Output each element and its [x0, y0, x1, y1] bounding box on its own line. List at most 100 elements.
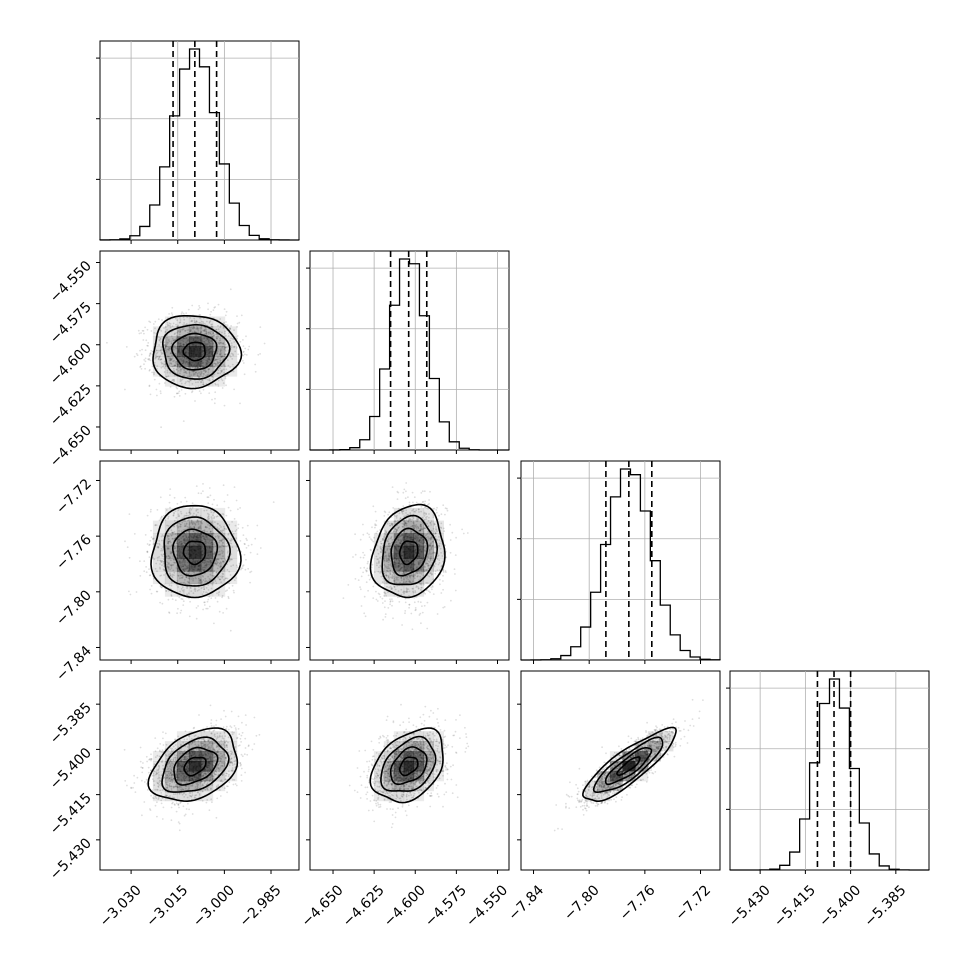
- sample-point: [221, 347, 223, 349]
- sample-point: [208, 378, 211, 380]
- sample-point: [392, 617, 394, 620]
- sample-point: [385, 570, 388, 572]
- sample-point: [177, 586, 180, 588]
- sample-point: [172, 763, 175, 766]
- sample-point: [181, 576, 184, 579]
- sample-point: [202, 483, 204, 485]
- sample-point: [440, 565, 443, 567]
- sample-point: [372, 505, 375, 508]
- sample-point: [230, 346, 233, 349]
- sample-point: [388, 555, 391, 557]
- sample-point: [217, 324, 219, 327]
- sample-point: [401, 624, 403, 626]
- sample-point: [432, 551, 435, 554]
- sample-point: [168, 322, 171, 325]
- sample-point: [415, 529, 418, 531]
- sample-point: [415, 526, 417, 529]
- sample-point: [387, 559, 390, 562]
- sample-point: [221, 572, 224, 575]
- sample-point: [413, 601, 416, 604]
- sample-point: [379, 545, 382, 548]
- sample-point: [191, 331, 194, 334]
- sample-point: [168, 355, 171, 358]
- density-cell: [152, 346, 166, 357]
- sample-point: [381, 581, 384, 584]
- sample-point: [209, 578, 212, 581]
- sample-point: [424, 506, 426, 509]
- sample-point: [179, 317, 181, 319]
- sample-point: [202, 575, 205, 578]
- sample-point: [228, 327, 231, 330]
- sample-point: [187, 308, 190, 311]
- sample-point: [205, 580, 208, 582]
- sample-point: [199, 515, 202, 517]
- sample-point: [386, 547, 389, 550]
- sample-point: [175, 533, 177, 535]
- sample-point: [126, 784, 128, 787]
- sample-point: [197, 521, 200, 523]
- sample-point: [198, 375, 201, 378]
- sample-point: [206, 320, 208, 323]
- sample-point: [182, 316, 185, 319]
- sample-point: [219, 357, 222, 360]
- sample-point: [203, 317, 205, 320]
- sample-point: [163, 341, 166, 344]
- sample-point: [400, 542, 402, 545]
- sample-point: [419, 562, 421, 564]
- sample-point: [170, 363, 173, 365]
- sample-point: [389, 601, 392, 603]
- sample-point: [217, 385, 220, 387]
- sample-point: [189, 317, 192, 319]
- sample-point: [181, 328, 184, 331]
- sample-point: [179, 378, 182, 381]
- sample-point: [189, 600, 192, 603]
- sample-point: [171, 532, 174, 534]
- sample-point: [174, 756, 177, 759]
- sample-point: [424, 535, 427, 537]
- sample-point: [177, 575, 180, 577]
- sample-point: [176, 325, 179, 328]
- density-cell: [393, 520, 405, 534]
- sample-point: [225, 528, 228, 531]
- sample-point: [440, 551, 442, 554]
- sample-point: [181, 311, 184, 313]
- sample-point: [383, 515, 386, 517]
- sample-point: [155, 349, 158, 352]
- sample-point: [170, 750, 173, 753]
- sample-point: [409, 581, 412, 583]
- sample-point: [433, 565, 436, 568]
- sample-point: [222, 513, 225, 516]
- sample-point: [214, 545, 217, 548]
- density-cell: [152, 356, 166, 367]
- sample-point: [156, 815, 158, 818]
- sample-point: [181, 586, 184, 589]
- sample-point: [171, 531, 174, 534]
- sample-point: [148, 384, 151, 387]
- sample-point: [169, 506, 171, 509]
- sample-point: [174, 510, 177, 513]
- sample-point: [204, 371, 207, 374]
- sample-point: [205, 509, 208, 512]
- sample-point: [178, 522, 181, 525]
- contour-level-1: [182, 341, 206, 362]
- sample-point: [222, 327, 225, 329]
- sample-point: [211, 375, 213, 378]
- sample-point: [389, 603, 391, 606]
- sample-point: [208, 517, 211, 520]
- sample-point: [161, 349, 164, 351]
- sample-point: [135, 352, 138, 355]
- sample-point: [194, 371, 197, 374]
- sample-point: [413, 496, 416, 499]
- sample-point: [167, 555, 170, 557]
- sample-point: [397, 538, 400, 541]
- sample-point: [235, 537, 238, 540]
- sample-point: [171, 802, 174, 805]
- sample-point: [385, 574, 388, 577]
- sample-point: [362, 533, 365, 536]
- sample-point: [172, 367, 175, 370]
- sample-point: [170, 340, 173, 342]
- sample-point: [223, 308, 226, 310]
- sample-point: [427, 553, 429, 555]
- axes-frame: [309, 250, 510, 451]
- sample-point: [429, 591, 431, 594]
